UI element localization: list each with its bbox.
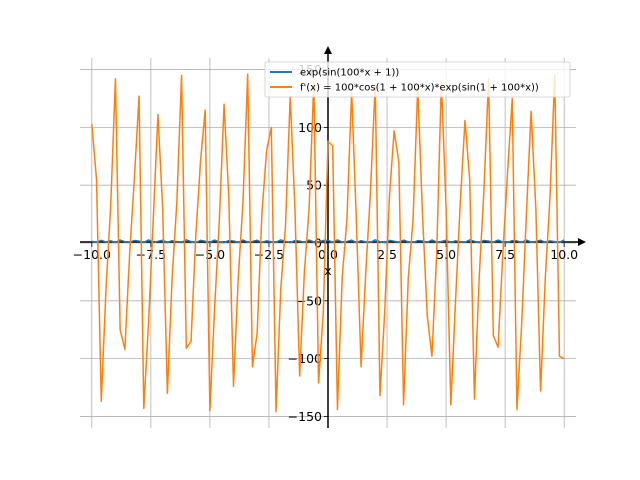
legend-label-series-1: f'(x) = 100*cos(1 + 100*x)*exp(sin(1 + 1… bbox=[300, 83, 539, 94]
x-tick-label: −2.5 bbox=[254, 247, 284, 262]
x-axis-title: x bbox=[324, 263, 331, 278]
x-tick-label: −5.0 bbox=[195, 247, 225, 262]
x-axis-arrowhead bbox=[578, 238, 586, 246]
x-tick-label: 0.0 bbox=[318, 247, 338, 262]
series-line-1 bbox=[91, 73, 565, 413]
series-line-0 bbox=[91, 239, 565, 244]
x-tick-label: 5.0 bbox=[436, 247, 456, 262]
y-tick-label: 50 bbox=[306, 178, 322, 193]
x-tick-label: −7.5 bbox=[136, 247, 166, 262]
y-tick-label: −100 bbox=[288, 351, 322, 366]
y-tick-label: −150 bbox=[288, 409, 322, 424]
y-axis-arrowhead bbox=[324, 46, 332, 54]
axes bbox=[80, 46, 586, 428]
series-lines bbox=[91, 73, 565, 413]
legend-frame bbox=[264, 61, 571, 98]
x-tick-label: −10.0 bbox=[73, 247, 111, 262]
legend-label-series-0: exp(sin(100*x + 1)) bbox=[300, 68, 399, 79]
x-tick-label: 10.0 bbox=[550, 247, 578, 262]
legend: exp(sin(100*x + 1)) f'(x) = 100*cos(1 + … bbox=[264, 61, 571, 98]
x-tick-label: 7.5 bbox=[495, 247, 515, 262]
y-tick-label: 100 bbox=[298, 120, 322, 135]
